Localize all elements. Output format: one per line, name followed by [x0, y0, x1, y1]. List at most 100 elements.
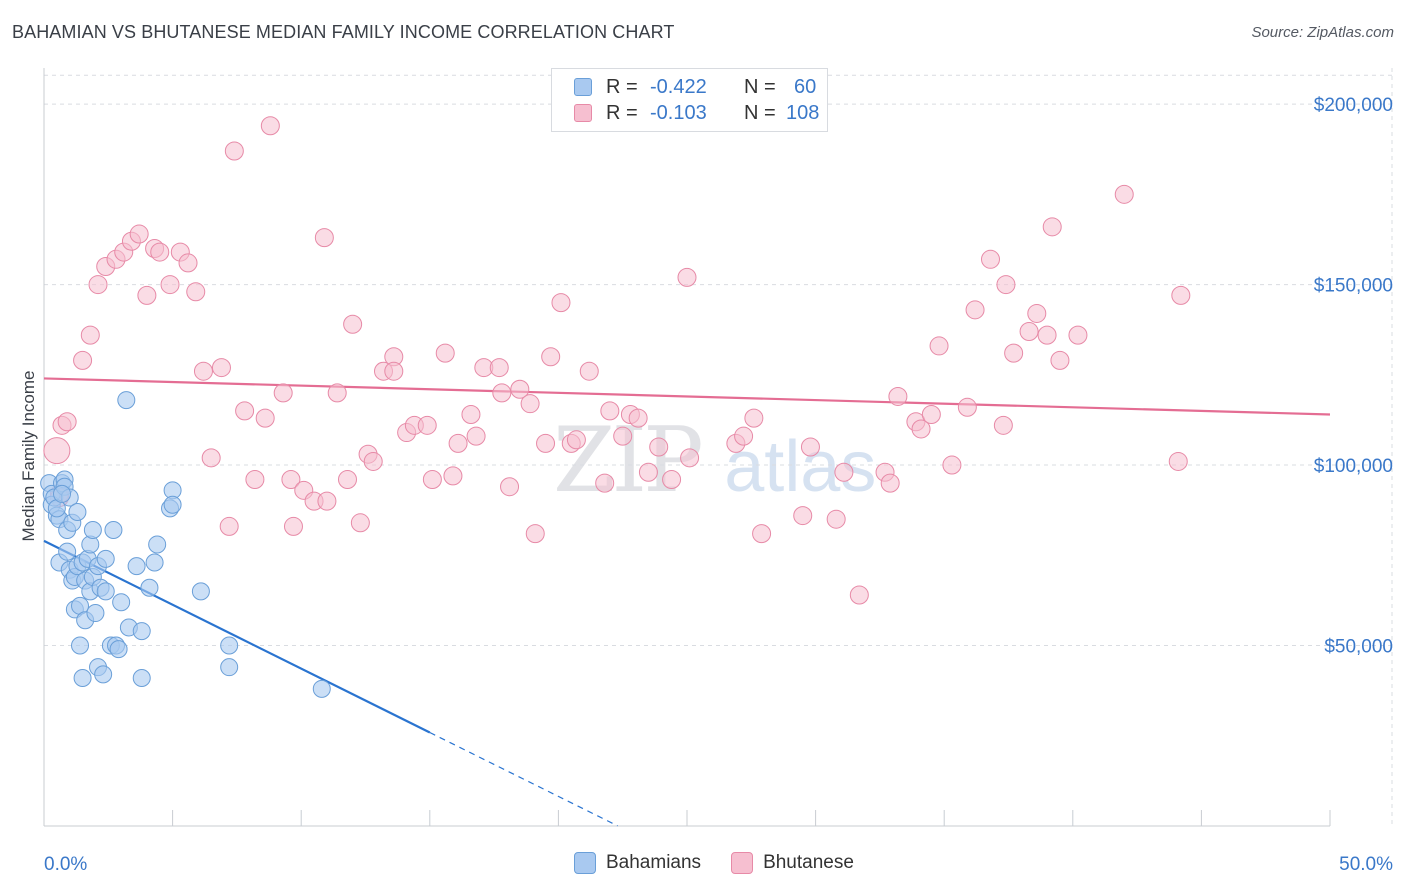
- point-bhutanese: [520, 394, 540, 414]
- point-bhutanese: [957, 397, 977, 417]
- legend-r-label: R =: [606, 75, 638, 98]
- point-bhutanese: [337, 469, 357, 489]
- legend-swatch-bhutanese: [574, 104, 592, 122]
- point-bhutanese: [186, 282, 206, 302]
- point-bhutanese: [43, 437, 71, 465]
- point-bhutanese: [314, 228, 334, 248]
- points-bahamians: [40, 391, 331, 698]
- point-bahamians: [220, 658, 239, 677]
- point-bahamians: [71, 636, 90, 655]
- point-bahamians: [163, 495, 182, 514]
- point-bhutanese: [1027, 303, 1047, 323]
- point-bhutanese: [160, 275, 180, 295]
- legend-item-bahamians[interactable]: Bahamians: [574, 852, 701, 874]
- point-bhutanese: [579, 361, 599, 381]
- point-bhutanese: [536, 433, 556, 453]
- legend-n-value: 108: [786, 101, 820, 124]
- point-bhutanese: [466, 426, 486, 446]
- points-bhutanese: [43, 116, 1191, 605]
- point-bhutanese: [996, 275, 1016, 295]
- point-bhutanese: [317, 491, 337, 511]
- point-bhutanese: [965, 300, 985, 320]
- point-bhutanese: [525, 524, 545, 544]
- point-bhutanese: [942, 455, 962, 475]
- point-bhutanese: [211, 358, 231, 378]
- point-bahamians: [117, 391, 136, 410]
- point-bhutanese: [734, 426, 754, 446]
- point-bhutanese: [178, 253, 198, 273]
- point-bhutanese: [492, 383, 512, 403]
- point-bhutanese: [826, 509, 846, 529]
- point-bhutanese: [628, 408, 648, 428]
- point-bahamians: [96, 582, 115, 601]
- point-bahamians: [83, 521, 102, 540]
- point-bahamians: [312, 679, 331, 698]
- point-bhutanese: [350, 513, 370, 533]
- point-bhutanese: [638, 462, 658, 482]
- point-bahamians: [220, 636, 239, 655]
- chart-title: BAHAMIAN VS BHUTANESE MEDIAN FAMILY INCO…: [12, 22, 675, 42]
- point-bhutanese: [283, 516, 303, 536]
- point-bhutanese: [80, 325, 100, 345]
- legend-r-value: -0.103: [650, 101, 707, 124]
- legend-swatch-bahamians: [574, 78, 592, 96]
- x-tick-label-max: 50.0%: [1339, 854, 1393, 875]
- y-tick-label: $200,000: [1314, 95, 1393, 116]
- point-bhutanese: [224, 141, 244, 161]
- grid: [44, 68, 1393, 826]
- legend-item-bhutanese[interactable]: Bhutanese: [731, 852, 854, 874]
- axis-labels: $50,000 $100,000 $150,000 $200,000 0.0% 50.0%…: [19, 95, 1393, 875]
- point-bahamians: [132, 669, 151, 688]
- point-bhutanese: [1068, 325, 1088, 345]
- source-label: Source: ZipAtlas.com: [1251, 24, 1394, 41]
- legend-label-bahamians: Bahamians: [606, 852, 702, 873]
- point-bhutanese: [677, 267, 697, 287]
- point-bhutanese: [260, 116, 280, 136]
- point-bhutanese: [1168, 451, 1188, 471]
- y-axis-title: Median Family Income: [19, 370, 38, 541]
- point-bhutanese: [500, 477, 520, 497]
- point-bhutanese: [273, 383, 293, 403]
- series-legend: Bahamians Bhutanese: [574, 852, 884, 874]
- point-bhutanese: [911, 419, 931, 439]
- y-tick-label: $50,000: [1324, 637, 1393, 658]
- point-bhutanese: [129, 224, 149, 244]
- point-bahamians: [94, 665, 113, 684]
- point-bahamians: [140, 578, 159, 597]
- point-bahamians: [127, 557, 146, 576]
- legend-n-value: 60: [794, 75, 817, 98]
- point-bhutanese: [235, 401, 255, 421]
- point-bhutanese: [443, 466, 463, 486]
- legend-label-bhutanese: Bhutanese: [763, 852, 854, 873]
- legend-swatch-bhutanese: [731, 852, 754, 874]
- point-bhutanese: [1171, 285, 1191, 305]
- legend-row-bahamians: R = -0.422 N = 60: [574, 75, 816, 99]
- point-bahamians: [58, 542, 77, 561]
- point-bhutanese: [150, 242, 170, 262]
- point-bhutanese: [1019, 321, 1039, 341]
- legend-n-label: N =: [744, 75, 776, 98]
- point-bhutanese: [510, 379, 530, 399]
- point-bhutanese: [649, 437, 669, 457]
- trend-line-bhutanese: [43, 377, 1331, 416]
- point-bhutanese: [752, 524, 772, 544]
- point-bhutanese: [680, 448, 700, 468]
- point-bhutanese: [193, 361, 213, 381]
- point-bhutanese: [595, 473, 615, 493]
- point-bhutanese: [137, 285, 157, 305]
- correlation-legend: R = -0.422 N = 60 R = -0.103 N = 108: [551, 68, 828, 132]
- point-bhutanese: [1037, 325, 1057, 345]
- point-bhutanese: [744, 408, 764, 428]
- x-tick-label-min: 0.0%: [44, 854, 87, 875]
- point-bahamians: [145, 553, 164, 572]
- point-bhutanese: [73, 350, 93, 370]
- point-bhutanese: [929, 336, 949, 356]
- point-bahamians: [104, 521, 123, 540]
- point-bahamians: [96, 549, 115, 568]
- point-bhutanese: [422, 469, 442, 489]
- point-bhutanese: [327, 383, 347, 403]
- point-bahamians: [86, 604, 105, 623]
- point-bhutanese: [849, 585, 869, 605]
- watermark-zip: ZIP: [553, 408, 704, 513]
